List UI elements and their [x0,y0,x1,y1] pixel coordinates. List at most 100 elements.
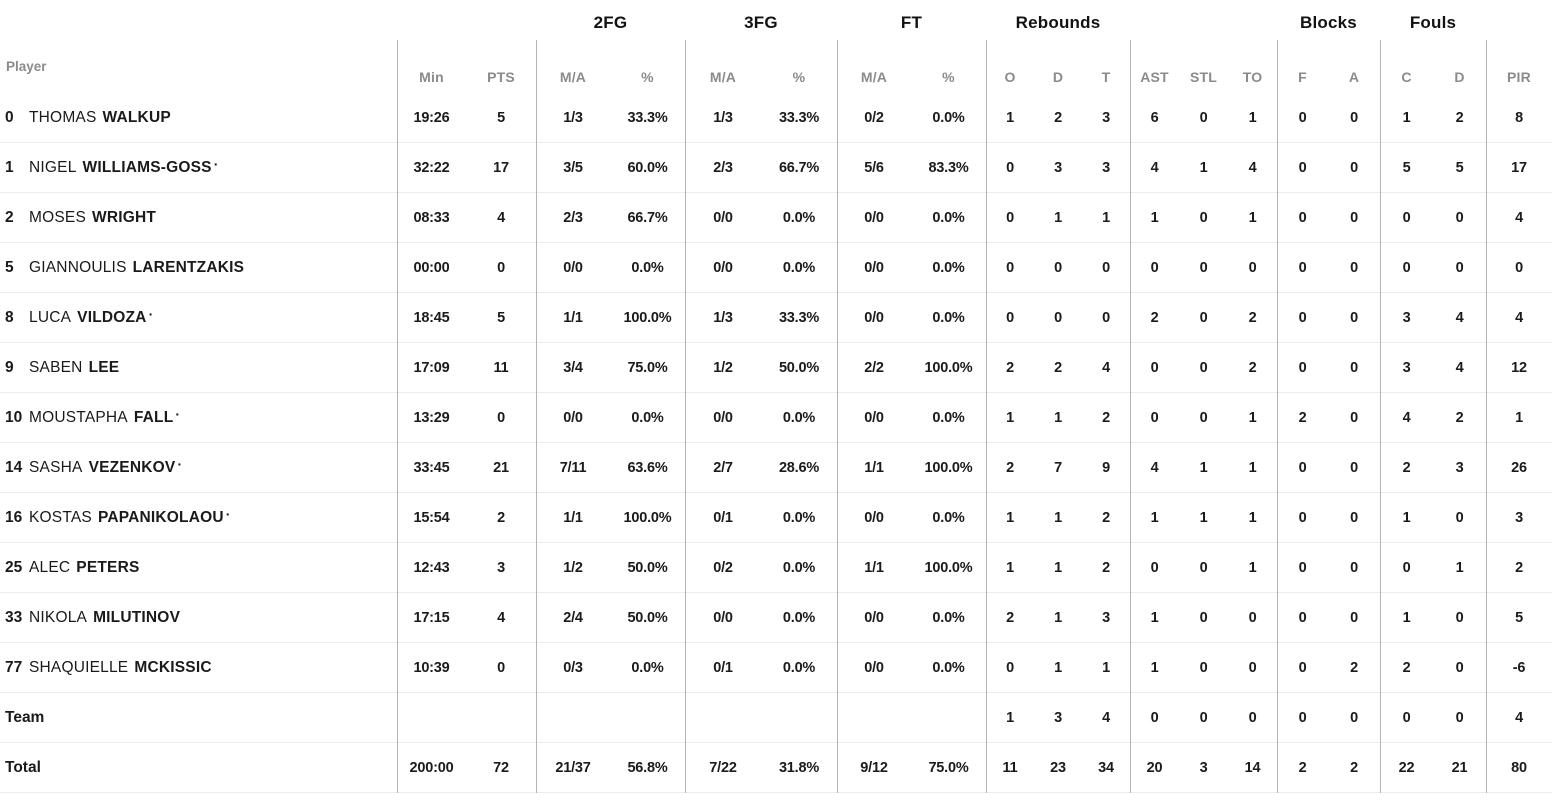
cell-pir: 4 [1515,709,1523,726]
group-header-2fg: 2FG [593,13,628,32]
player-last-name: MILUTINOV [93,608,181,626]
group-header-3fg: 3FG [744,13,778,32]
cell-rt: 3 [1102,609,1110,626]
player-row[interactable]: 9 SABEN LEE 17:09 11 3/4 75.0% 1/2 50.0% 2/2 100.0… [0,343,1552,393]
cell-ast: 4 [1150,159,1159,176]
cell-rd: 0 [1054,309,1062,326]
player-row[interactable]: 8 LUCA VILDOZA · 18:45 5 1/1 100.0% 1/3 33.3% 0/0 0… [0,293,1552,343]
player-row[interactable]: 10 MOUSTAPHA FALL · 13:29 0 0/0 0.0% 0/0 0.0% 0/0 0… [0,393,1552,443]
player-row[interactable]: 33 NIKOLA MILUTINOV 17:15 4 2/4 50.0% 0/0 0.0% 0/… [0,593,1552,643]
cell-pts: 4 [497,609,505,626]
cell-ftm: 0/2 [864,109,884,126]
player-row[interactable]: 0 THOMAS WALKUP 19:26 5 1/3 33.3% 1/3 33.3% 0/2 0.… [0,93,1552,143]
group-header-blocks: Blocks [1300,13,1357,32]
cell-fg2p: 50.0% [627,559,668,576]
cell-to: 1 [1248,509,1257,526]
cell-ast: 0 [1150,709,1159,726]
column-header-player: Player [6,59,47,74]
cell-fg2m: 7/11 [559,459,587,476]
jersey-number: 33 [5,608,23,626]
player-row[interactable]: 16 KOSTAS PAPANIKOLAOU · 15:54 2 1/1 100.0% 0/1 0… [0,493,1552,543]
cell-rt: 3 [1102,159,1110,176]
cell-bf: 0 [1298,459,1307,476]
player-row[interactable]: 1 NIGEL WILLIAMS-GOSS · 32:22 17 3/5 60.0% 2/3 66… [0,143,1552,193]
cell-min: 13:29 [413,409,450,426]
column-header-foul-d: D [1454,69,1465,85]
divider-line [397,40,398,793]
cell-fg2m: 1/2 [563,559,583,576]
player-row[interactable]: 14 SASHA VEZENKOV · 33:45 21 7/11 63.6% 2/7 28.6%… [0,443,1552,493]
cell-ftm: 2/2 [864,359,884,376]
cell-ast: 20 [1146,759,1163,776]
player-name: 14 SASHA VEZENKOV · [0,456,397,477]
cell-fg2p: 33.3% [627,109,668,126]
cell-pts: 11 [493,359,509,376]
cell-fg2m: 21/37 [555,759,591,776]
player-row[interactable]: 25 ALEC PETERS 12:43 3 1/2 50.0% 0/2 0.0% 1/1 100.… [0,543,1552,593]
cell-ftp: 0.0% [932,509,965,526]
cell-ro: 11 [1002,759,1018,776]
cell-stl: 3 [1199,759,1208,776]
cell-ftm: 0/0 [864,609,884,626]
cell-pir: 80 [1511,759,1527,776]
cell-ast: 1 [1150,209,1159,226]
cell-ro: 1 [1006,559,1014,576]
jersey-number: 8 [5,308,14,326]
cell-fg2p: 66.7% [627,209,668,226]
cell-ba: 0 [1350,409,1358,426]
cell-ast: 0 [1150,559,1159,576]
cell-to: 1 [1248,409,1257,426]
cell-fd: 1 [1455,559,1464,576]
cell-stl: 0 [1199,559,1208,576]
cell-fc: 2 [1402,459,1411,476]
cell-fg3m: 0/0 [713,609,733,626]
cell-to: 1 [1248,559,1257,576]
row-label: Total [0,759,397,777]
cell-fg2p: 100.0% [623,309,672,326]
cell-fd: 3 [1455,459,1464,476]
cell-pts: 21 [493,459,509,476]
cell-bf: 2 [1298,759,1307,776]
cell-ro: 0 [1006,309,1014,326]
cell-to: 1 [1248,109,1257,126]
cell-rt: 2 [1102,509,1110,526]
player-row[interactable]: 77 SHAQUIELLE MCKISSIC 10:39 0 0/3 0.0% 0/1 0.0%… [0,643,1552,693]
cell-fg3p: 66.7% [778,159,820,176]
cell-fg3m: 0/0 [713,209,733,226]
divider-line [1486,40,1487,793]
player-row[interactable]: 2 MOSES WRIGHT 08:33 4 2/3 66.7% 0/0 0.0% 0/0 0.0%… [0,193,1552,243]
cell-ro: 2 [1006,609,1014,626]
player-row[interactable]: 5 GIANNOULIS LARENTZAKIS 00:00 0 0/0 0.0% 0/0 0.… [0,243,1552,293]
player-last-name: WRIGHT [91,208,157,226]
player-last-name: LEE [88,358,120,376]
cell-ba: 0 [1350,109,1358,126]
cell-ast: 6 [1150,109,1159,126]
column-header-ft-ma: M/A [860,69,888,85]
cell-ftp: 100.0% [924,559,973,576]
cell-min: 17:09 [413,359,450,376]
player-last-name: VEZENKOV [88,458,176,476]
cell-ro: 0 [1006,259,1014,276]
cell-pir: 12 [1511,359,1527,376]
divider-line [1380,40,1381,793]
player-first-name: KOSTAS [29,508,92,526]
cell-fd: 4 [1455,309,1464,326]
cell-to: 4 [1248,159,1257,176]
cell-ftp: 0.0% [932,659,965,676]
cell-rd: 2 [1054,359,1062,376]
player-last-name: MCKISSIC [134,658,212,676]
cell-ftm: 1/1 [864,559,884,576]
cell-ftp: 100.0% [924,459,973,476]
cell-fg2m: 0/0 [563,409,583,426]
player-first-name: SABEN [29,358,83,376]
cell-stl: 0 [1199,359,1208,376]
player-last-name: LARENTZAKIS [132,258,245,276]
cell-fc: 22 [1398,759,1415,776]
cell-fg3p: 31.8% [778,759,820,776]
starter-dot: · [148,305,154,322]
cell-fg3m: 0/0 [713,409,733,426]
summary-row: Total 200:00 72 21/37 56.8% 7/22 31.8% 9/12 75.0… [0,743,1552,793]
jersey-number: 10 [5,408,23,426]
cell-fg3p: 50.0% [778,359,820,376]
